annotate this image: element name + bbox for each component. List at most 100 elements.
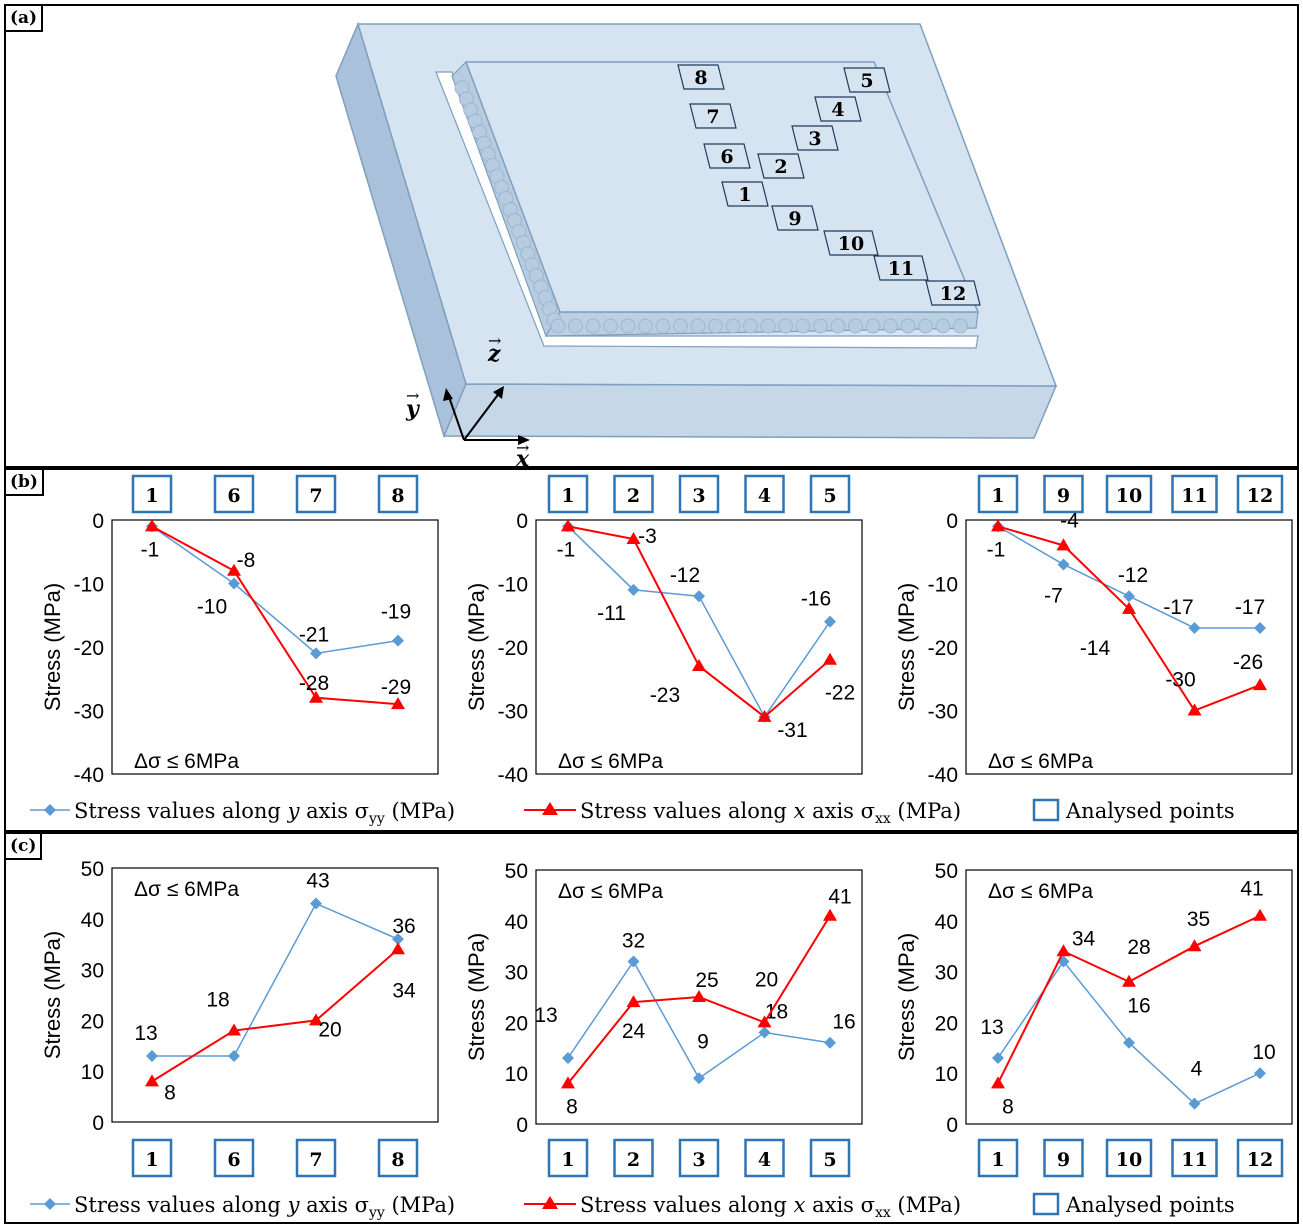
x-category-label: 1 <box>145 485 158 507</box>
axis-z-arrow-icon: → <box>488 331 501 350</box>
panel-a: (a) 1 2 3 4 5 6 7 8 9 10 11 12 x y z → → → <box>4 4 1299 472</box>
data-point-xx <box>1253 678 1267 691</box>
data-label: -16 <box>801 588 831 611</box>
analysed-point-marker <box>721 181 769 207</box>
groove-bead <box>953 318 968 334</box>
data-point-xx <box>391 942 405 955</box>
data-point-xx <box>1122 601 1136 614</box>
data-point-xx <box>1056 944 1071 957</box>
y-tick-label: 0 <box>946 510 958 533</box>
axis-y-arrow-icon: → <box>406 386 419 405</box>
legend-box-points <box>1032 798 1060 822</box>
legend-label-points: Analysed points <box>1065 799 1235 823</box>
y-tick-label: 50 <box>505 860 528 883</box>
data-label: 35 <box>1187 908 1210 931</box>
x-category-label: 9 <box>1057 1149 1070 1171</box>
analysed-point-box <box>1043 1138 1084 1178</box>
chart-2: 0 -10 -20 -30 -40 Stress (MPa) Δσ ≤ 6MPa 1 2 3 4 5 -… <box>464 474 863 787</box>
groove-bead <box>848 318 863 334</box>
data-point-yy <box>146 1049 158 1062</box>
series-line-yy <box>152 902 399 1057</box>
x-category-label: 7 <box>309 485 322 507</box>
analysed-point-box <box>1105 1138 1153 1178</box>
analysed-point-box <box>131 1138 173 1178</box>
analysed-point-label: 6 <box>720 146 733 168</box>
data-label: -7 <box>1044 584 1063 607</box>
data-label: -22 <box>825 682 855 705</box>
legend-marker-xx <box>542 802 558 815</box>
analysed-point-marker <box>791 125 839 151</box>
legend-label-yy: Stress values along y axis σyy (MPa) <box>74 799 455 827</box>
analysed-point-box <box>977 1138 1019 1178</box>
y-tick-label: 50 <box>81 858 104 881</box>
y-axis-label: Stress (MPa) <box>40 931 65 1059</box>
data-point-xx <box>1253 908 1267 921</box>
analysed-point-marker <box>703 143 751 169</box>
analysed-point-marker <box>677 64 725 90</box>
x-category-label: 11 <box>1181 1149 1207 1171</box>
data-point-xx <box>757 1015 772 1028</box>
y-tick-label: 20 <box>81 1010 104 1033</box>
analysed-point-marker <box>814 96 862 122</box>
x-category-label: 3 <box>692 485 705 507</box>
data-point-xx <box>1056 538 1071 551</box>
groove-bead <box>813 318 828 334</box>
legend-marker-yy <box>44 804 56 816</box>
plot-area <box>965 519 1293 775</box>
analysed-point-box <box>377 1138 419 1178</box>
groove-bead <box>918 318 933 334</box>
data-label: 16 <box>1127 995 1150 1018</box>
axis-x-arrow-icon: → <box>516 438 529 457</box>
x-category-label: 1 <box>991 1149 1004 1171</box>
data-label: -4 <box>1060 509 1079 532</box>
delta-note: Δσ ≤ 6MPa <box>134 878 239 901</box>
y-tick-label: 0 <box>92 510 104 533</box>
data-label: 32 <box>622 929 645 952</box>
data-label: 13 <box>980 1016 1003 1039</box>
y-tick-label: 0 <box>946 1114 958 1137</box>
data-label: -23 <box>650 684 680 707</box>
panel-c-tag: (c) <box>6 834 43 860</box>
y-tick-label: -20 <box>498 637 528 660</box>
analysed-point-box <box>1171 1138 1218 1178</box>
data-point-xx <box>757 709 772 722</box>
x-category-label: 2 <box>627 1149 640 1171</box>
groove-bead <box>620 318 636 334</box>
analysed-point-box <box>1236 1138 1284 1178</box>
groove-bead <box>883 318 898 334</box>
analysed-point-label: 3 <box>808 128 821 150</box>
data-point-yy <box>1188 621 1201 634</box>
legend-marker-xx <box>542 1196 558 1209</box>
x-category-label: 8 <box>391 1149 404 1171</box>
data-label: 8 <box>164 1081 176 1104</box>
groove-bead <box>778 318 793 334</box>
groove-bead <box>830 318 846 334</box>
analysed-point-box <box>213 1138 255 1178</box>
data-label: -29 <box>381 676 411 699</box>
data-label: 41 <box>1240 878 1263 901</box>
y-tick-label: 20 <box>935 1012 958 1035</box>
analysed-point-box <box>613 474 654 514</box>
data-label: -19 <box>381 601 411 624</box>
series-line-yy <box>151 525 399 655</box>
data-label: -1 <box>141 538 160 561</box>
groove-bead <box>638 318 653 334</box>
chart-5: 0 10 20 30 40 50 Stress (MPa) Δσ ≤ 6MPa 1 2 3 4 5 13 3… <box>464 860 863 1178</box>
y-tick-label: 0 <box>516 1114 528 1137</box>
chart-6: 0 10 20 30 40 50 Stress (MPa) Δσ ≤ 6MPa 1 9 10 11 12… <box>894 860 1293 1178</box>
data-point-yy <box>1057 558 1070 571</box>
data-label: 34 <box>392 979 416 1002</box>
groove-bead <box>690 318 706 334</box>
data-point-yy <box>693 590 705 603</box>
data-point-xx <box>227 563 241 576</box>
axis-z-label: z <box>487 341 501 367</box>
data-point-xx <box>561 1076 575 1089</box>
groove-bead <box>708 318 723 334</box>
analysed-point-box <box>1171 474 1218 514</box>
groove-bead <box>673 318 688 334</box>
analysed-point-label: 4 <box>831 99 844 121</box>
groove-bead <box>725 318 741 334</box>
data-label: 34 <box>1072 927 1096 950</box>
delta-note: Δσ ≤ 6MPa <box>134 750 239 773</box>
delta-note: Δσ ≤ 6MPa <box>988 750 1093 773</box>
